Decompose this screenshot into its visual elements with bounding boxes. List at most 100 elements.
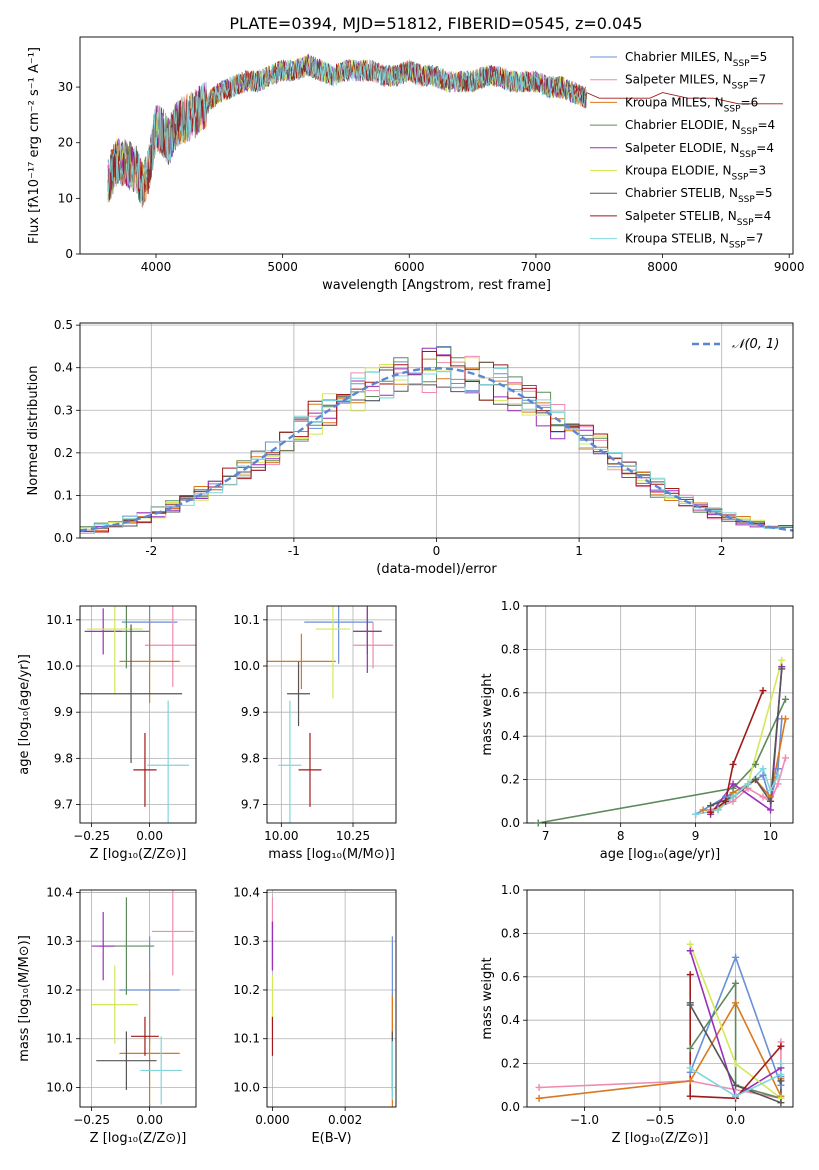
y-tick-label: 0.1	[54, 488, 73, 502]
x-axis-label: mass [log₁₀(M/M⊙)]	[268, 847, 395, 862]
weight-marker	[777, 1070, 785, 1078]
x-tick-label: 8000	[647, 260, 678, 274]
residual-histogram	[80, 351, 793, 533]
y-axis-label: Flux [fλ10⁻¹⁷ erg cm⁻² s⁻¹ A⁻¹]	[27, 47, 42, 244]
y-tick-label: 10.4	[46, 885, 73, 899]
x-axis-label: E(B-V)	[311, 1131, 351, 1146]
weight-marker	[744, 780, 752, 788]
weight-marker	[722, 797, 730, 805]
axes-frame	[526, 605, 794, 824]
legend-entry: Salpeter MILES, NSSP=7	[625, 73, 766, 92]
x-axis-label: age [log₁₀(age/yr)]	[600, 847, 721, 862]
x-tick-label: 10.00	[264, 829, 298, 843]
x-tick-label: 5000	[267, 260, 298, 274]
y-tick-label: 0.4	[501, 1013, 520, 1027]
y-tick-label: 10.3	[46, 934, 73, 948]
weight-marker	[759, 765, 767, 773]
weight-marker	[782, 754, 790, 762]
y-tick-label: 10.0	[46, 659, 73, 673]
y-tick-label: 0.4	[501, 729, 520, 743]
y-tick-label: 9.9	[54, 705, 73, 719]
panel-mass-ebv: 0.000 0.002 10.0 10.1 10.2 10.3 10.4 E(B-V)	[233, 885, 397, 1146]
panel-weight-age: 7 8 9 10 0.0 0.2 0.4 0.6 0.8 1.0 age [log₁₀(age/yr…	[480, 599, 794, 862]
y-tick-label: 10.3	[233, 934, 260, 948]
weight-line	[689, 980, 782, 1100]
x-tick-label: -1	[288, 544, 300, 558]
legend-entry: Kroupa STELIB, NSSP=7	[625, 232, 763, 251]
gridlines	[267, 606, 396, 823]
x-axis-label: wavelength [Angstrom, rest frame]	[322, 278, 551, 293]
y-tick-label: 10.2	[46, 983, 73, 997]
panel-mass-z: −0.25 0.00 10.0 10.1 10.2 10.3 10.4 Z [log₁₀(Z/…	[17, 885, 197, 1146]
x-tick-label: 2	[718, 544, 726, 558]
panels: 4000 5000 6000 7000 8000 90000102030wavelengt…	[17, 36, 805, 1146]
weight-marker	[732, 1060, 740, 1068]
gridlines	[80, 606, 196, 823]
weight-marker	[732, 979, 740, 987]
plot-area	[538, 660, 787, 823]
x-tick-label: 0.0	[726, 1113, 745, 1127]
x-tick-label: −1.0	[570, 1113, 599, 1127]
x-tick-label: 7000	[521, 260, 552, 274]
axes-frame	[266, 605, 397, 824]
y-tick-label: 10	[58, 191, 73, 205]
weight-marker	[686, 1092, 694, 1100]
x-axis-label: Z [log₁₀(Z/Z⊙)]	[90, 847, 187, 862]
y-tick-label: 9.7	[54, 798, 73, 812]
x-tick-label: 9	[692, 829, 700, 843]
weight-marker	[782, 715, 790, 723]
y-tick-label: 0.2	[54, 446, 73, 460]
y-tick-label: 10.1	[233, 1032, 260, 1046]
weight-marker	[759, 687, 767, 695]
y-tick-label: 9.8	[241, 751, 260, 765]
figure-title: PLATE=0394, MJD=51812, FIBERID=0545, z=0…	[229, 14, 642, 33]
weight-marker	[729, 780, 737, 788]
weight-marker	[729, 760, 737, 768]
weight-marker	[707, 808, 715, 816]
x-axis-label: Z [log₁₀(Z/Z⊙)]	[612, 1131, 709, 1146]
y-tick-label: 0.0	[54, 531, 73, 545]
weight-marker	[686, 1001, 694, 1009]
x-tick-label: 0.00	[136, 1113, 163, 1127]
axes-frame	[266, 889, 397, 1108]
weight-marker	[535, 1094, 543, 1102]
y-tick-label: 0.3	[54, 403, 73, 417]
y-tick-label: 9.7	[241, 798, 260, 812]
y-axis-label: age [log₁₀(age/yr)]	[17, 654, 32, 775]
axes-frame	[79, 889, 197, 1108]
axes-frame	[79, 322, 794, 539]
weight-marker	[732, 1081, 740, 1089]
weight-marker	[774, 771, 782, 779]
y-tick-label: 0.6	[501, 970, 520, 984]
normal-curve	[80, 366, 793, 532]
weight-marker	[777, 1077, 785, 1085]
weight-marker	[686, 947, 694, 955]
weight-marker	[534, 819, 542, 827]
panel-age-mass: 10.00 10.25 9.7 9.8 9.9 10.0 10.1 mass [log₁₀(M…	[233, 605, 397, 862]
plot-area	[91, 890, 194, 1107]
weight-marker	[778, 665, 786, 673]
y-tick-label: 0	[65, 247, 73, 261]
y-tick-label: 0.5	[54, 318, 73, 332]
weight-marker	[777, 1042, 785, 1050]
plot-area	[271, 897, 393, 1107]
gridlines	[80, 890, 196, 1107]
weight-marker	[774, 765, 782, 773]
y-tick-label: 1.0	[501, 883, 520, 897]
y-tick-label: 10.1	[46, 613, 73, 627]
x-tick-label: 6000	[394, 260, 425, 274]
weight-marker	[774, 780, 782, 788]
y-tick-label: 0.8	[501, 642, 520, 656]
weight-marker	[686, 1044, 694, 1052]
y-tick-label: 10.0	[46, 1080, 73, 1094]
legend-entry: Chabrier STELIB, NSSP=5	[625, 186, 773, 205]
x-tick-label: 0	[433, 544, 441, 558]
legend-entry: Chabrier ELODIE, NSSP=4	[625, 118, 775, 137]
panel-residuals: -2 -1 0 1 2 0.0 0.1 0.2 0.3 0.4 0.5 (data-model)/er…	[26, 318, 794, 577]
y-tick-label: 10.1	[233, 613, 260, 627]
weight-marker	[778, 656, 786, 664]
x-tick-label: 9000	[774, 260, 805, 274]
weight-marker	[686, 1064, 694, 1072]
x-tick-label: 0.00	[136, 829, 163, 843]
weight-marker	[752, 776, 760, 784]
